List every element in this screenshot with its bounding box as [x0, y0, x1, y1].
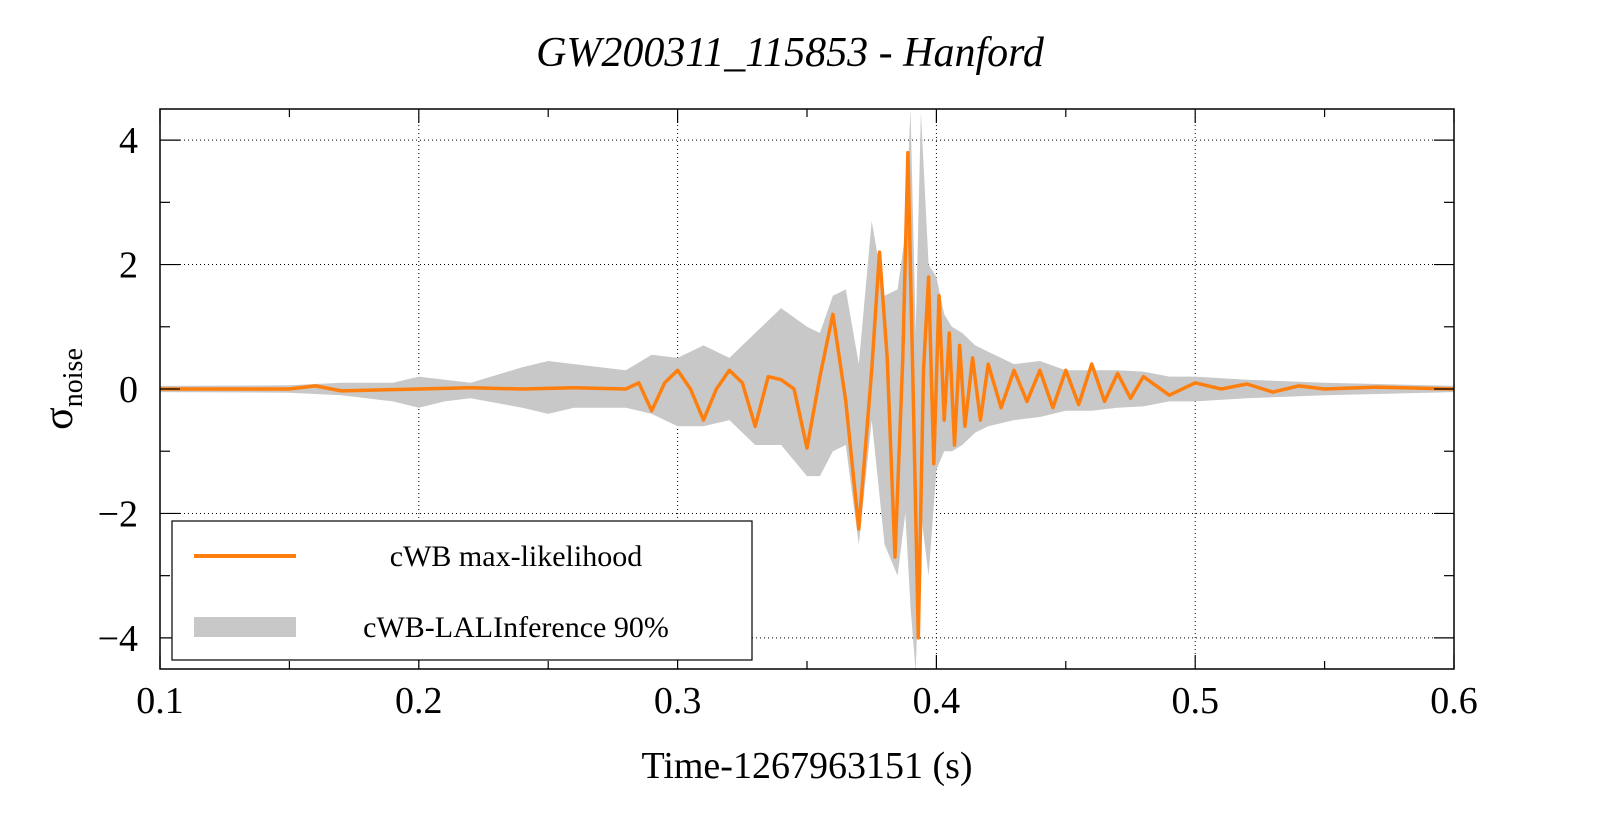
x-tick-label: 0.3	[654, 680, 702, 722]
y-tick-label: 4	[119, 120, 138, 162]
x-axis-label: Time-1267963151 (s)	[641, 745, 972, 787]
y-tick-label: 2	[119, 245, 138, 287]
legend: cWB max-likelihood cWB-LALInference 90%	[171, 520, 753, 661]
svg-text:σnoise: σnoise	[36, 348, 89, 430]
y-axis-symbol: σ	[36, 407, 82, 430]
y-tick-label: −4	[98, 618, 138, 660]
max-likelihood-layer	[160, 150, 1455, 640]
confidence-band-area	[160, 109, 1454, 673]
max-likelihood-line	[160, 150, 1455, 640]
legend-label-band: cWB-LALInference 90%	[363, 611, 669, 644]
x-tick-label: 0.5	[1171, 680, 1219, 722]
y-axis-subscript: noise	[58, 348, 89, 407]
x-tick-label: 0.1	[136, 680, 184, 722]
chart-title: GW200311_115853 - Hanford	[536, 30, 1045, 76]
y-tick-labels: −4 −2 0 2 4	[98, 120, 138, 660]
legend-swatch-band	[194, 617, 296, 637]
x-tick-label: 0.2	[395, 680, 443, 722]
y-tick-label: 0	[119, 369, 138, 411]
x-tick-label: 0.6	[1430, 680, 1478, 722]
axis-ticks	[159, 109, 1455, 669]
x-tick-label: 0.4	[913, 680, 961, 722]
confidence-band-layer	[160, 109, 1454, 673]
y-tick-label: −2	[98, 493, 138, 535]
y-axis-label: σnoise	[36, 348, 89, 430]
x-tick-labels: 0.1 0.2 0.3 0.4 0.5 0.6	[136, 680, 1478, 722]
legend-label-max-likelihood: cWB max-likelihood	[390, 540, 642, 573]
